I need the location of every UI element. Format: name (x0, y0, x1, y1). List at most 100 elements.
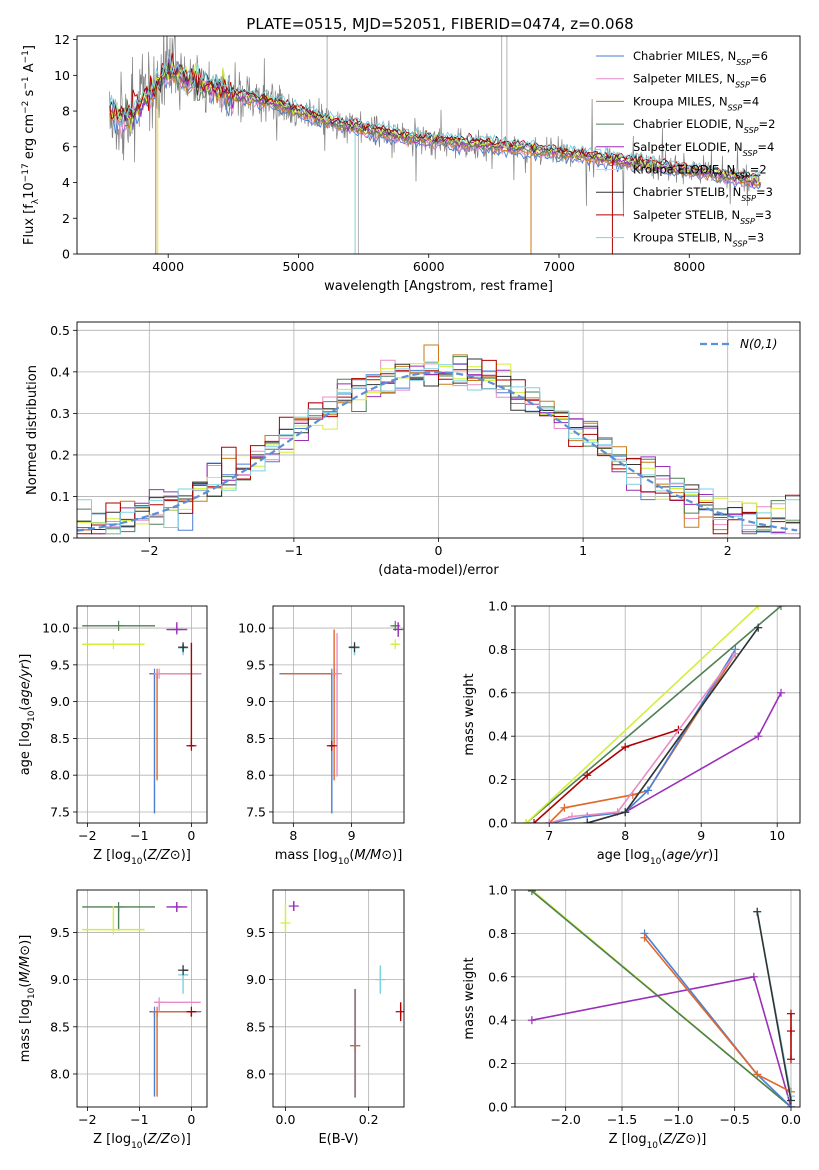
legend-sub: SSP (744, 126, 759, 135)
x-tick-label: −2 (140, 543, 158, 558)
label-part: Z [log (609, 1132, 647, 1147)
y-tick-label: 2 (62, 211, 70, 226)
panel-mass_vs_ebv: 0.0 0.2 8.0 8.5 9.0 9.5 E(B-V) (246, 889, 405, 1147)
y-tick-label: 7.5 (50, 804, 70, 819)
legend-entry-salpeter_miles: Salpeter MILES, NSSP=6 (633, 72, 767, 90)
label-part: age [log (18, 722, 33, 775)
y-tick-label: 9.0 (50, 694, 70, 709)
label-part: )] (18, 654, 33, 664)
series-kroupa_elodie (525, 606, 759, 823)
legend-label: Salpeter STELIB, N (633, 208, 740, 222)
x-tick-label: 0.0 (781, 1112, 801, 1127)
legend-count: =3 (747, 231, 764, 245)
point-salpeter_elodie (288, 901, 299, 912)
label-part: M/M⊙ (354, 848, 392, 863)
x-tick-label: −1.0 (663, 1112, 693, 1127)
x-tick-label: −2.0 (551, 1112, 581, 1127)
plot-area (279, 620, 404, 814)
model-line-kroupa_elodie (109, 62, 761, 184)
legend-sub: SSP (728, 103, 743, 112)
label-part: age [log (597, 848, 650, 863)
point-salpeter_elodie (393, 622, 404, 637)
y-tick-label: 0.2 (488, 772, 508, 787)
series-salpeter_miles (548, 653, 737, 823)
point-salpeter_miles (332, 633, 343, 777)
y-tick-label: 8.5 (246, 1019, 266, 1034)
x-tick-label: −1 (130, 1112, 148, 1127)
y-axis-label: Flux [fλ10−17 erg cm−2 s−1 A−1] (21, 45, 41, 245)
label-part: Z/Z⊙ (662, 1132, 696, 1147)
y-axis-label: mass weight (462, 673, 477, 755)
y-tick-label: 9.0 (246, 972, 266, 987)
y-tick-label: 8.5 (50, 731, 70, 746)
x-axis-label: wavelength [Angstrom, rest frame] (324, 279, 553, 294)
panel-age_vs_Z: −2 −1 07.58.08.59.09.510.0Z [log10(Z/Z⊙)]a… (18, 605, 208, 867)
x-tick-label: 9 (697, 828, 705, 843)
label-part: 10 (22, 182, 37, 199)
point-kroupa_elodie (82, 639, 145, 650)
axes-frame (76, 889, 208, 1108)
label-part: ( (18, 983, 33, 988)
legend-entry-kroupa_elodie: Kroupa ELODIE, NSSP=2 (633, 163, 767, 181)
legend-sub: SSP (741, 194, 756, 203)
y-tick-label: 8.0 (246, 1066, 266, 1081)
point-salpeter_elodie (166, 622, 188, 635)
plot-area (527, 890, 795, 1107)
point-salpeter_miles (153, 668, 201, 679)
point-kroupa_elodie (390, 639, 401, 650)
x-tick-label: −1 (130, 828, 148, 843)
point-salpeter_miles (153, 997, 201, 1012)
label-part: )] (181, 848, 191, 863)
point-orange_fit (281, 629, 340, 781)
y-tick-label: 8 (62, 104, 70, 119)
series-chabrier_elodie (525, 606, 782, 823)
point-salpeter_stelib (186, 642, 197, 751)
axes-frame (76, 35, 801, 255)
plot-area (109, 36, 762, 254)
y-tick-label: 0.8 (488, 926, 508, 941)
point-salpeter_elodie (166, 901, 188, 912)
label-part: −2 (21, 101, 31, 114)
x-tick-label: 0.0 (276, 1112, 296, 1127)
y-tick-label: 0.0 (488, 816, 508, 831)
legend-count: =6 (751, 49, 768, 63)
y-tick-label: 12 (54, 32, 70, 47)
label-part: )] (18, 935, 33, 945)
y-tick-label: 0.0 (488, 1100, 508, 1115)
label-part: age/yr (18, 662, 33, 705)
label-part: ( (143, 848, 148, 863)
label-part: 10 (27, 710, 37, 722)
point-salpeter_stelib (395, 1002, 404, 1022)
x-axis-label: (data-model)/error (378, 563, 499, 578)
legend-count: =3 (755, 208, 772, 222)
x-tick-label: 7 (545, 828, 553, 843)
legend-entry-salpeter_elodie: Salpeter ELODIE, NSSP=4 (633, 140, 774, 158)
y-tick-label: 10 (54, 68, 70, 83)
label-part: ( (143, 1132, 148, 1147)
y-tick-label: 1.0 (488, 599, 508, 614)
legend-entry-chabrier_stelib: Chabrier STELIB, NSSP=3 (633, 185, 773, 203)
y-tick-label: 8.0 (50, 768, 70, 783)
label-part: erg cm (22, 114, 37, 163)
axes-frame (76, 605, 208, 824)
y-tick-label: 8.5 (246, 731, 266, 746)
legend-label-normal: N(0,1) (740, 337, 777, 351)
label-part: ( (18, 706, 33, 711)
y-tick-label: 8.5 (50, 1019, 70, 1034)
panel-massweight_vs_Z: −2.0 −1.5 −1.0 −0.5 0.0 0.0 0.2 0.4 0.6 0.8 1.0 Z [… (462, 883, 801, 1152)
label-part: Z/Z⊙ (147, 1132, 181, 1147)
y-tick-label: 0.4 (50, 364, 70, 379)
legend-label: Chabrier ELODIE, N (633, 117, 744, 131)
y-tick-label: 0.4 (488, 1013, 508, 1028)
label-part: ( (661, 848, 666, 863)
legend-sub: SSP (740, 216, 755, 225)
legend-count: =2 (750, 163, 767, 177)
x-axis-label: Z [log10(Z/Z⊙)] (609, 1132, 707, 1151)
x-axis-label: E(B-V) (318, 1132, 358, 1147)
point-orange_fit (350, 989, 361, 1098)
x-tick-label: 7000 (543, 259, 575, 274)
point-chabrier_miles (279, 668, 337, 814)
legend-sub: SSP (743, 148, 758, 157)
x-axis-label: Z [log10(Z/Z⊙)] (93, 848, 191, 867)
